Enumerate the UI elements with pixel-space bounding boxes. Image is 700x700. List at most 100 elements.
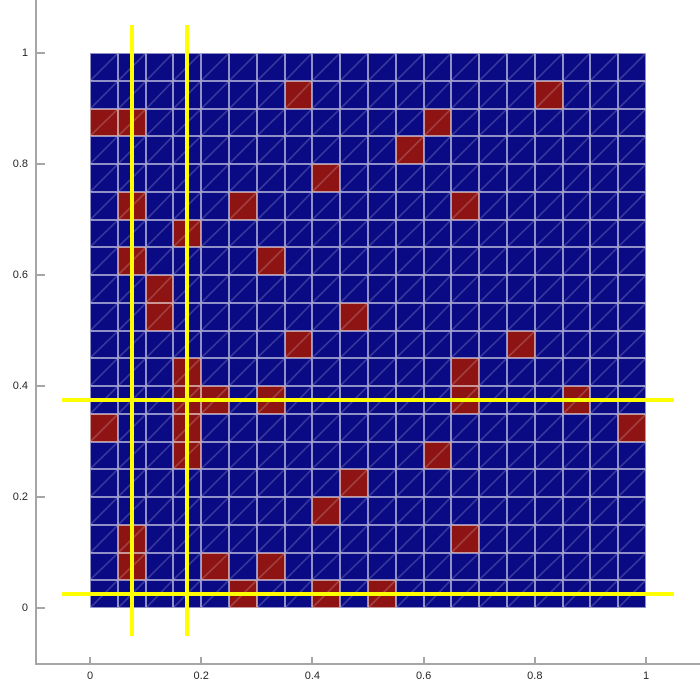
heatmap-cell[interactable] [284,108,313,137]
heatmap-cell[interactable] [534,469,563,497]
heatmap-cell[interactable] [395,219,424,248]
heatmap-cell[interactable] [506,413,535,442]
heatmap-cell[interactable] [479,358,507,386]
heatmap-cell[interactable] [367,524,396,553]
heatmap-cell[interactable] [312,247,341,275]
heatmap-cell[interactable] [618,191,646,220]
heatmap-cell[interactable] [451,80,480,109]
heatmap-cell[interactable] [479,80,507,109]
heatmap-cell[interactable] [451,497,480,525]
heatmap-cell[interactable] [562,164,591,192]
heatmap-cell[interactable] [90,136,118,164]
heatmap-cell[interactable] [451,275,480,303]
heatmap-cell[interactable] [562,552,591,581]
heatmap-cell[interactable] [256,164,285,192]
heatmap-cell[interactable] [367,302,396,331]
heatmap-cell[interactable] [479,441,507,470]
heatmap-cell[interactable] [562,497,591,525]
heatmap-cell[interactable] [340,330,368,359]
heatmap-cell[interactable] [145,552,174,581]
heatmap-cell[interactable] [228,80,257,109]
heatmap-cell[interactable] [590,275,619,303]
heatmap-cell[interactable] [201,53,229,81]
heatmap-cell[interactable] [506,247,535,275]
heatmap-cell[interactable] [562,247,591,275]
heatmap-cell[interactable] [423,330,452,359]
heatmap-cell[interactable] [534,413,563,442]
heatmap-cell[interactable] [201,358,229,386]
heatmap-cell[interactable] [340,524,368,553]
heatmap-cell[interactable] [90,191,118,220]
heatmap-cell[interactable] [534,80,563,109]
heatmap-cell[interactable] [340,191,368,220]
heatmap-cell[interactable] [284,164,313,192]
heatmap-cell[interactable] [228,441,257,470]
heatmap-cell[interactable] [395,441,424,470]
heatmap-cell[interactable] [534,524,563,553]
heatmap-cell[interactable] [367,497,396,525]
heatmap-cell[interactable] [90,497,118,525]
heatmap-cell[interactable] [284,136,313,164]
heatmap-cell[interactable] [451,108,480,137]
heatmap-cell[interactable] [506,191,535,220]
heatmap-cell[interactable] [312,330,341,359]
heatmap-cell[interactable] [479,469,507,497]
heatmap-cell[interactable] [228,247,257,275]
heatmap-cell[interactable] [423,108,452,137]
heatmap-cell[interactable] [562,191,591,220]
heatmap-cell[interactable] [340,497,368,525]
heatmap-cell[interactable] [590,330,619,359]
heatmap-cell[interactable] [201,247,229,275]
heatmap-cell[interactable] [590,497,619,525]
heatmap-cell[interactable] [395,524,424,553]
heatmap-cell[interactable] [256,441,285,470]
heatmap-cell[interactable] [590,302,619,331]
heatmap-cell[interactable] [256,330,285,359]
heatmap-cell[interactable] [145,497,174,525]
heatmap-cell[interactable] [90,469,118,497]
heatmap-cell[interactable] [201,275,229,303]
heatmap-cell[interactable] [312,191,341,220]
heatmap-cell[interactable] [451,413,480,442]
heatmap-cell[interactable] [479,330,507,359]
heatmap-cell[interactable] [534,275,563,303]
heatmap-cell[interactable] [145,108,174,137]
heatmap-cell[interactable] [90,108,118,137]
heatmap-cell[interactable] [590,164,619,192]
heatmap-cell[interactable] [367,358,396,386]
heatmap-cell[interactable] [256,80,285,109]
heatmap-cell[interactable] [451,191,480,220]
heatmap-cell[interactable] [145,302,174,331]
heatmap-cell[interactable] [451,219,480,248]
heatmap-cell[interactable] [451,330,480,359]
heatmap-cell[interactable] [590,358,619,386]
heatmap-cell[interactable] [201,191,229,220]
heatmap-cell[interactable] [312,164,341,192]
heatmap-cell[interactable] [395,191,424,220]
heatmap-cell[interactable] [145,275,174,303]
heatmap-cell[interactable] [590,413,619,442]
heatmap-cell[interactable] [506,108,535,137]
heatmap-cell[interactable] [534,108,563,137]
heatmap-cell[interactable] [562,441,591,470]
heatmap-cell[interactable] [534,164,563,192]
heatmap-cell[interactable] [534,247,563,275]
heatmap-cell[interactable] [423,358,452,386]
heatmap-cell[interactable] [228,191,257,220]
heatmap-cell[interactable] [479,247,507,275]
heatmap-cell[interactable] [145,136,174,164]
heatmap-cell[interactable] [618,247,646,275]
heatmap-cell[interactable] [256,469,285,497]
heatmap-cell[interactable] [534,302,563,331]
heatmap-cell[interactable] [506,80,535,109]
heatmap-cell[interactable] [395,413,424,442]
heatmap-cell[interactable] [562,413,591,442]
heatmap-cell[interactable] [479,275,507,303]
heatmap-cell[interactable] [90,441,118,470]
heatmap-cell[interactable] [534,441,563,470]
heatmap-cell[interactable] [562,219,591,248]
heatmap-cell[interactable] [228,552,257,581]
heatmap-cell[interactable] [618,80,646,109]
heatmap-cell[interactable] [534,219,563,248]
heatmap-cell[interactable] [90,330,118,359]
